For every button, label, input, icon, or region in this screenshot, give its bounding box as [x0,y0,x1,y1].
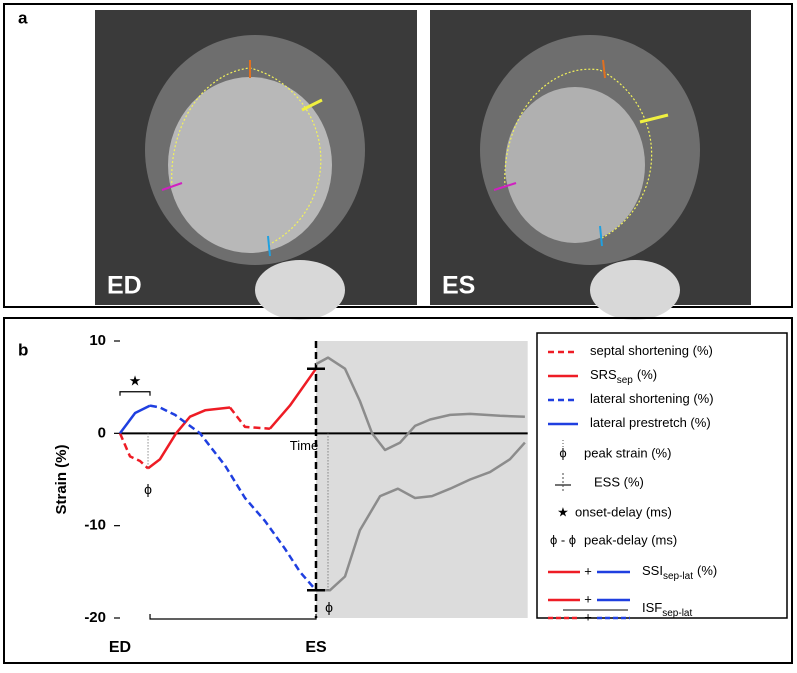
peak-symbol: ϕ [144,481,152,497]
panel-b-frame [3,317,793,664]
peak-symbol: ϕ [325,599,333,615]
delay-bracket [149,614,317,620]
y-axis-label: Strain (%) [53,444,70,514]
legend-label: SSIsep-lat (%) [642,563,717,581]
x-tick-label: ED [109,639,131,656]
image-label: ED [107,272,142,300]
mri-image [95,10,417,320]
y-tick-label: 10 [89,332,106,349]
legend-label: lateral shortening (%) [590,391,714,406]
legend-label: SRSsep (%) [590,367,657,385]
legend-text: (%) [637,367,657,382]
legend-subscript: sep-lat [662,608,692,619]
x-tick-label: ES [305,639,327,656]
legend-text: septal shortening (%) [590,343,713,358]
legend-symbol: ϕ [559,445,566,460]
legend-symbol: + [584,591,592,606]
series-line [118,404,151,435]
series-line [315,356,525,452]
time-label: Time [290,438,318,453]
onset-bracket [119,391,151,396]
image-label: ES [442,272,475,300]
legend-symbol: ϕ - ϕ [550,532,576,547]
legend-label: ISFsep-lat [642,600,692,618]
legend-text: lateral prestretch (%) [590,415,711,430]
onset-symbol: ★ [129,372,142,388]
y-tick-label: -10 [84,517,106,534]
legend-label: septal shortening (%) [590,343,713,358]
legend-frame [536,332,788,619]
legend-subscript: sep [617,375,634,386]
panel-label: b [18,340,28,359]
legend-text: SRS [590,367,617,382]
mri-image [430,10,751,320]
legend-subscript: sep-lat [663,571,693,582]
panel-label: a [18,8,28,27]
y-tick-label: -20 [84,609,106,626]
legend-text: SSI [642,563,663,578]
legend-label: onset-delay (ms) [575,504,672,519]
series-line [147,367,318,470]
series-line [118,406,270,470]
legend-symbol: ★ [557,504,569,519]
shaded-region [316,341,528,618]
series-line [316,441,526,592]
legend-symbol: + [584,563,592,578]
legend-symbol: + [584,609,592,624]
series-line [149,404,317,592]
legend-text: ISF [642,600,662,615]
panel-a-frame [3,3,793,308]
y-tick-label: 0 [98,424,106,441]
legend-label: ESS (%) [594,474,644,489]
legend-text: (%) [697,563,717,578]
legend-label: lateral prestretch (%) [590,415,711,430]
legend-label: peak strain (%) [584,445,671,460]
legend-label: peak-delay (ms) [584,532,677,547]
legend-text: lateral shortening (%) [590,391,714,406]
